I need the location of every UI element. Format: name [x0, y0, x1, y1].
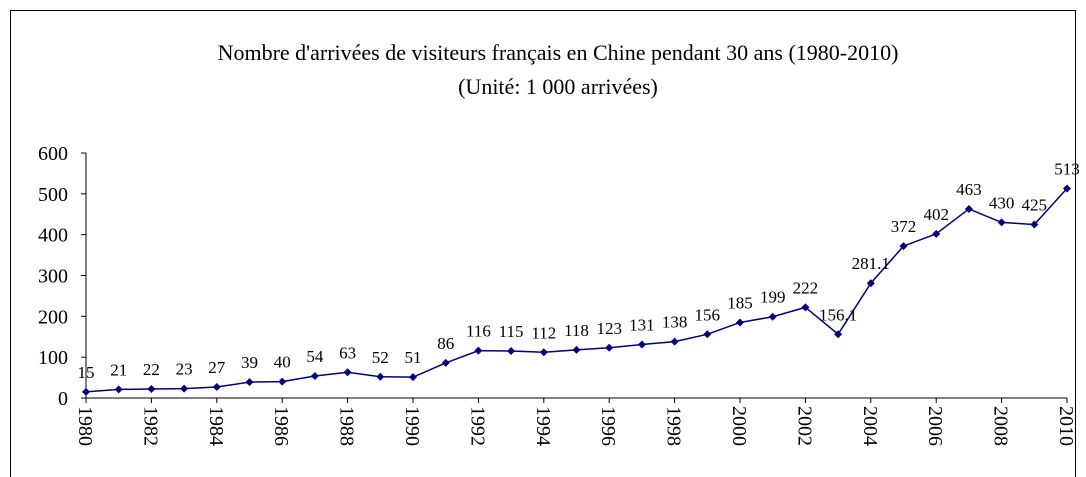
x-tick-label: 2004: [859, 406, 881, 446]
y-tick-label: 400: [38, 225, 68, 247]
data-label: 116: [466, 322, 491, 341]
data-label: 52: [372, 348, 389, 367]
y-tick-label: 600: [38, 143, 68, 165]
data-label: 51: [405, 348, 422, 367]
data-label: 123: [596, 319, 622, 338]
x-tick-label: 1984: [205, 406, 227, 446]
x-tick-label: 1986: [270, 406, 292, 446]
x-tick-label: 1980: [74, 406, 96, 446]
x-tick-label: 2000: [728, 406, 750, 446]
data-label: 27: [208, 358, 226, 377]
data-point: [637, 340, 646, 349]
data-point: [147, 385, 156, 394]
data-point: [1030, 220, 1039, 229]
x-tick-label: 1990: [401, 406, 423, 446]
data-point: [801, 303, 810, 312]
data-label: 22: [143, 360, 160, 379]
data-label: 40: [274, 353, 291, 372]
data-label: 115: [499, 322, 524, 341]
data-label: 63: [339, 343, 356, 362]
data-point: [964, 204, 973, 213]
data-point: [834, 330, 843, 339]
data-label: 23: [176, 360, 193, 379]
y-tick-label: 100: [38, 347, 68, 369]
data-point: [212, 382, 221, 391]
data-point: [310, 371, 319, 380]
data-label: 281.1: [852, 254, 890, 273]
data-point: [703, 330, 712, 339]
x-tick-label: 2002: [793, 406, 815, 446]
data-point: [997, 218, 1006, 227]
chart-subtitle: (Unité: 1 000 arrivées): [458, 74, 658, 99]
x-tick-label: 1982: [139, 406, 161, 446]
data-point: [376, 372, 385, 381]
data-label: 21: [110, 360, 127, 379]
y-tick-label: 500: [38, 184, 68, 206]
data-point: [507, 347, 516, 356]
data-point: [736, 318, 744, 327]
data-point: [245, 378, 254, 387]
chart-title: Nombre d'arrivées de visiteurs français …: [218, 40, 899, 65]
x-tick-label: 1992: [466, 406, 488, 446]
data-point: [82, 387, 90, 396]
data-point: [409, 373, 417, 382]
data-label: 402: [923, 205, 949, 224]
data-label: 513: [1054, 160, 1080, 179]
data-point: [866, 279, 875, 288]
data-label: 425: [1022, 195, 1048, 214]
data-label: 54: [306, 347, 324, 366]
data-label: 222: [793, 278, 819, 297]
x-tick-label: 2010: [1055, 406, 1077, 446]
data-point: [605, 343, 614, 352]
data-point: [180, 384, 189, 393]
y-tick-label: 300: [38, 266, 68, 288]
data-point: [670, 337, 679, 346]
x-tick-label: 1994: [532, 406, 554, 446]
data-label: 15: [78, 363, 95, 382]
data-point: [899, 242, 908, 251]
x-tick-label: 1988: [336, 406, 358, 446]
x-tick-label: 1998: [663, 406, 685, 446]
data-label: 39: [241, 353, 258, 372]
y-tick-label: 0: [58, 388, 68, 410]
x-tick-label: 2008: [990, 406, 1012, 446]
x-tick-label: 2006: [924, 406, 946, 446]
data-point: [932, 229, 941, 238]
x-tick-label: 1996: [597, 406, 619, 446]
data-point: [343, 368, 352, 377]
data-label: 156.1: [819, 305, 857, 324]
data-point: [114, 385, 123, 394]
data-label: 199: [760, 288, 786, 307]
data-label: 372: [891, 217, 917, 236]
data-label: 131: [629, 316, 655, 335]
chart-frame: [10, 10, 1076, 477]
data-point: [539, 348, 548, 357]
data-point: [441, 358, 450, 367]
data-point: [1063, 184, 1071, 193]
data-point: [572, 345, 581, 354]
data-label: 430: [989, 193, 1015, 212]
y-tick-label: 200: [38, 306, 68, 328]
data-label: 138: [662, 313, 688, 332]
data-label: 112: [531, 323, 556, 342]
data-label: 185: [727, 293, 753, 312]
data-label: 118: [564, 321, 589, 340]
data-point: [278, 377, 287, 386]
data-point: [474, 346, 483, 355]
data-point: [768, 312, 777, 321]
data-label: 156: [695, 305, 721, 324]
data-label: 86: [437, 334, 454, 353]
data-label: 463: [956, 180, 982, 199]
